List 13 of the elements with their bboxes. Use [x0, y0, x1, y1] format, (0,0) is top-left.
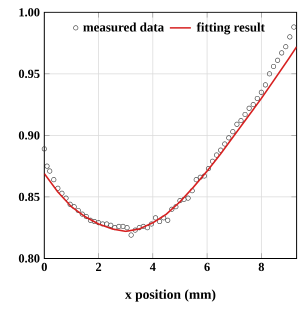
y-tick-label: 0.80 [19, 254, 40, 263]
x-tick-label: 4 [150, 262, 156, 271]
x-tick-label: 6 [204, 262, 210, 272]
legend-label: measured data [83, 22, 164, 32]
x-axis-title: x position (mm) [125, 289, 216, 302]
x-tick-label: 2 [96, 262, 102, 271]
y-tick-label: 0.85 [19, 192, 40, 202]
x-tick-label: 8 [258, 262, 264, 272]
y-tick-label: 0.95 [19, 70, 40, 78]
y-tick-label: 0.90 [19, 131, 40, 140]
x-tick-label: 0 [42, 262, 48, 272]
y-tick-label: 1.00 [20, 8, 40, 16]
legend-label: fitting result [196, 22, 266, 34]
